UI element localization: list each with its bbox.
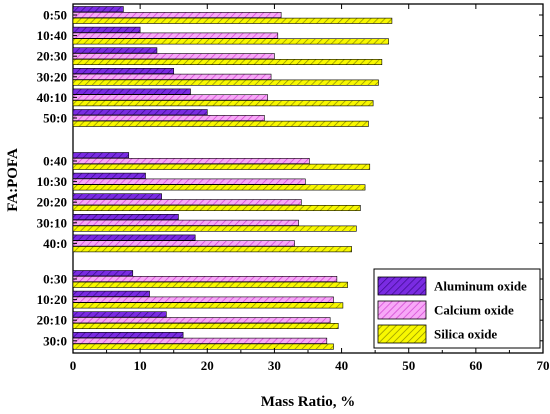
y-axis-title: FA:POFA: [5, 148, 21, 212]
y-tick-label: 50:0: [43, 111, 67, 126]
bar-calcium-oxide-0-40: [72, 158, 310, 165]
bar-aluminum-oxide-20-10: [72, 311, 167, 318]
bar-silica-oxide-0-50: [72, 17, 393, 24]
legend: Aluminum oxide Calcium oxide Silica oxide: [373, 268, 541, 349]
x-axis-title: Mass Ratio, %: [261, 394, 356, 410]
bar-aluminum-oxide-30-10: [72, 214, 179, 221]
bar-silica-oxide-10-20: [72, 302, 344, 309]
bar-silica-oxide-30-20: [72, 79, 379, 86]
y-tick-label: 30:10: [37, 215, 67, 230]
bar-aluminum-oxide-0-50: [72, 6, 124, 13]
bar-silica-oxide-50-0: [72, 120, 369, 127]
bar-calcium-oxide-0-30: [72, 275, 338, 282]
bar-layer: [72, 6, 393, 350]
bar-calcium-oxide-30-0: [72, 337, 328, 344]
bar-silica-oxide-10-40: [72, 38, 389, 45]
y-tick-label: 10:40: [37, 28, 67, 43]
y-tick-label: 0:50: [43, 8, 67, 23]
bar-silica-oxide-20-20: [72, 205, 361, 212]
legend-swatch-silica-oxide: [377, 324, 427, 344]
x-tick-label: 10: [134, 358, 147, 373]
bar-aluminum-oxide-40-0: [72, 234, 196, 241]
y-tick-label: 20:30: [37, 49, 67, 64]
legend-label-aluminum-oxide: Aluminum oxide: [434, 279, 527, 294]
bar-silica-oxide-30-0: [72, 343, 334, 350]
bar-calcium-oxide-40-0: [72, 240, 295, 247]
bar-calcium-oxide-30-10: [72, 219, 299, 226]
y-tick-label: 10:30: [37, 174, 67, 189]
bar-aluminum-oxide-10-30: [72, 172, 146, 179]
y-tick-label: 40:10: [37, 90, 67, 105]
bar-calcium-oxide-10-40: [72, 32, 279, 39]
legend-swatch-aluminum-oxide: [377, 276, 427, 296]
legend-label-calcium-oxide: Calcium oxide: [434, 303, 514, 318]
x-tick-label: 0: [70, 358, 77, 373]
bar-silica-oxide-10-30: [72, 184, 366, 191]
bar-aluminum-oxide-40-10: [72, 88, 191, 95]
bar-aluminum-oxide-0-30: [72, 270, 134, 277]
bar-silica-oxide-40-0: [72, 246, 352, 253]
bar-aluminum-oxide-50-0: [72, 109, 208, 116]
bar-calcium-oxide-30-20: [72, 73, 272, 80]
y-tick-label: 0:30: [43, 272, 67, 287]
x-tick-label: 40: [335, 358, 348, 373]
bar-calcium-oxide-10-30: [72, 178, 306, 185]
x-tick-label: 30: [268, 358, 281, 373]
bar-calcium-oxide-20-20: [72, 199, 302, 206]
y-tick-layer: 0:50 10:40 20:30 30:20 40:10 50:0 0:40 10:30 20:…: [37, 8, 543, 348]
y-tick-label: 10:20: [37, 292, 67, 307]
bar-calcium-oxide-20-30: [72, 53, 275, 60]
bar-calcium-oxide-40-10: [72, 94, 269, 101]
bar-calcium-oxide-0-50: [72, 12, 282, 19]
bar-calcium-oxide-10-20: [72, 296, 334, 303]
bar-silica-oxide-0-40: [72, 163, 371, 170]
y-tick-label: 20:10: [37, 313, 67, 328]
bar-aluminum-oxide-10-20: [72, 290, 150, 297]
bar-calcium-oxide-20-10: [72, 317, 331, 324]
x-tick-layer: 0 10 20 30 40 50 60 70: [70, 4, 550, 373]
bar-aluminum-oxide-30-0: [72, 331, 184, 338]
y-tick-label: 30:20: [37, 69, 67, 84]
bar-silica-oxide-20-10: [72, 322, 339, 329]
x-tick-label: 50: [402, 358, 415, 373]
bar-aluminum-oxide-10-40: [72, 26, 141, 33]
legend-label-silica-oxide: Silica oxide: [434, 327, 497, 342]
bar-aluminum-oxide-0-40: [72, 152, 130, 159]
bar-silica-oxide-30-10: [72, 225, 357, 232]
y-tick-label: 0:40: [43, 154, 67, 169]
bar-silica-oxide-0-30: [72, 281, 348, 288]
bar-silica-oxide-40-10: [72, 100, 374, 107]
x-tick-label: 60: [469, 358, 482, 373]
bar-calcium-oxide-50-0: [72, 115, 265, 122]
y-tick-label: 30:0: [43, 333, 67, 348]
x-tick-label: 70: [537, 358, 550, 373]
legend-swatch-calcium-oxide: [377, 300, 427, 320]
bar-aluminum-oxide-30-20: [72, 68, 175, 75]
x-tick-label: 20: [201, 358, 214, 373]
y-tick-label: 40:0: [43, 236, 67, 251]
y-tick-label: 20:20: [37, 195, 67, 210]
bar-silica-oxide-20-30: [72, 58, 383, 65]
bar-aluminum-oxide-20-30: [72, 47, 158, 54]
bar-aluminum-oxide-20-20: [72, 193, 162, 200]
